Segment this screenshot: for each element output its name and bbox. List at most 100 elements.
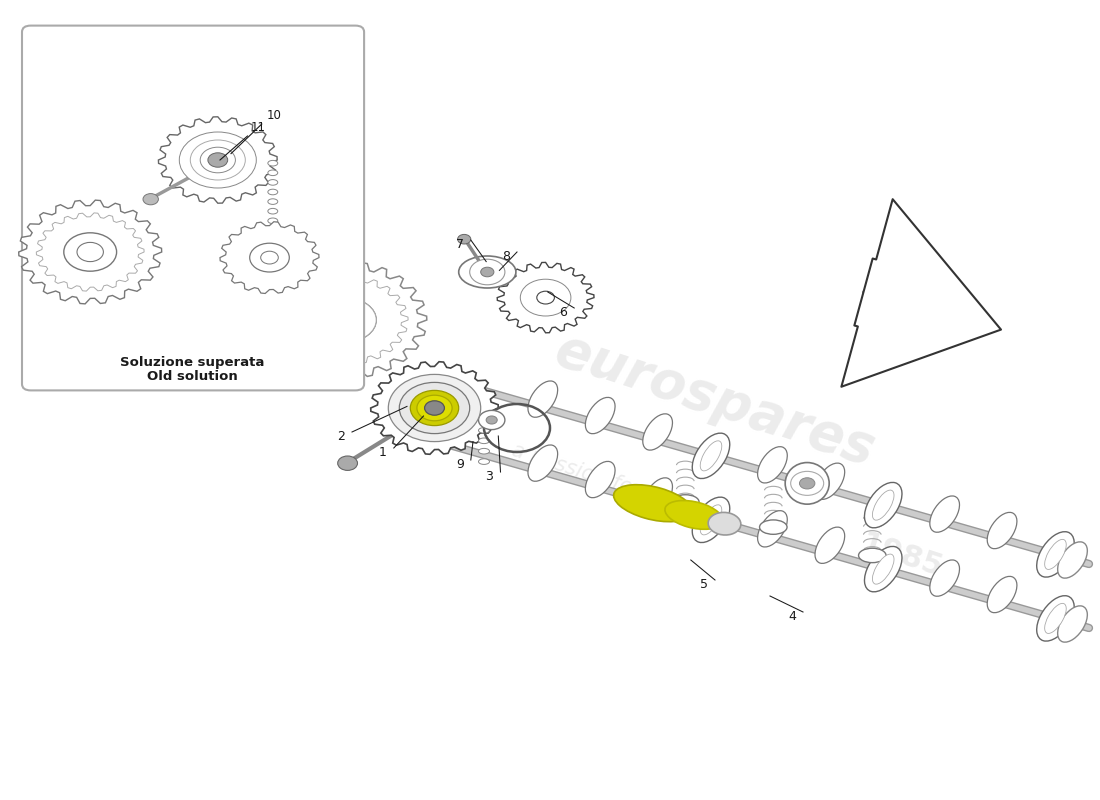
Ellipse shape [478,438,490,443]
Circle shape [425,401,444,415]
Circle shape [388,374,481,442]
Circle shape [481,267,494,277]
Text: 11: 11 [251,122,266,134]
Circle shape [417,395,452,421]
Ellipse shape [930,496,959,532]
Ellipse shape [692,433,729,478]
Polygon shape [285,275,408,365]
Ellipse shape [268,218,277,223]
Circle shape [64,233,117,271]
Circle shape [77,242,103,262]
Circle shape [791,471,824,495]
Ellipse shape [528,445,558,482]
Text: 1985: 1985 [857,529,947,583]
Ellipse shape [859,548,887,562]
Circle shape [520,279,571,316]
Ellipse shape [459,256,516,288]
Circle shape [478,410,505,430]
Ellipse shape [642,478,672,514]
Circle shape [317,298,376,342]
Ellipse shape [268,190,277,194]
Ellipse shape [759,520,786,534]
Circle shape [399,382,470,434]
Circle shape [486,416,497,424]
Ellipse shape [701,505,722,535]
Ellipse shape [268,209,277,214]
Text: 4: 4 [788,610,796,622]
Text: 7: 7 [455,238,464,250]
Circle shape [470,259,505,285]
Ellipse shape [1058,606,1087,642]
Ellipse shape [930,560,959,596]
Ellipse shape [1045,539,1066,570]
Polygon shape [497,262,594,333]
Ellipse shape [758,446,788,483]
Text: 6: 6 [559,306,568,318]
Text: 9: 9 [455,458,464,470]
Ellipse shape [268,170,277,175]
Text: Old solution: Old solution [147,370,238,382]
Text: 8: 8 [502,250,510,262]
Ellipse shape [478,427,490,434]
Circle shape [143,194,158,205]
Circle shape [196,144,240,176]
Text: 3: 3 [485,470,494,482]
Text: 1: 1 [378,446,387,458]
Circle shape [317,298,376,342]
Polygon shape [19,200,162,304]
Ellipse shape [758,510,788,547]
Circle shape [250,243,289,272]
Circle shape [190,140,245,180]
Ellipse shape [872,554,894,584]
Ellipse shape [872,490,894,520]
Circle shape [410,390,459,426]
Ellipse shape [585,398,615,434]
Polygon shape [158,117,277,203]
Circle shape [800,478,815,489]
Text: eurospares: eurospares [549,324,881,476]
Polygon shape [266,262,427,378]
Ellipse shape [987,512,1016,549]
Ellipse shape [865,546,902,592]
Ellipse shape [1036,596,1075,641]
Ellipse shape [585,462,615,498]
Circle shape [458,234,471,244]
Ellipse shape [1036,532,1075,577]
Ellipse shape [478,459,490,464]
Text: 10: 10 [266,109,282,122]
Circle shape [200,147,235,173]
Polygon shape [220,222,319,294]
Text: a passion for parts: a passion for parts [509,441,701,519]
Ellipse shape [642,414,672,450]
Ellipse shape [478,448,490,454]
Ellipse shape [701,441,722,471]
Ellipse shape [268,160,277,166]
FancyBboxPatch shape [22,26,364,390]
Circle shape [528,285,563,310]
Ellipse shape [664,501,723,530]
Circle shape [537,291,554,304]
Ellipse shape [815,463,845,499]
Ellipse shape [671,494,700,509]
Ellipse shape [708,512,741,535]
Ellipse shape [528,381,558,418]
Circle shape [208,153,228,167]
Ellipse shape [865,482,902,528]
Text: 5: 5 [700,578,708,590]
Ellipse shape [987,576,1016,613]
Ellipse shape [478,418,490,422]
Circle shape [338,456,358,470]
Polygon shape [371,362,498,454]
Ellipse shape [1045,603,1066,634]
Ellipse shape [815,527,845,563]
Circle shape [331,309,362,331]
Ellipse shape [785,462,829,504]
Ellipse shape [614,485,692,522]
Ellipse shape [1058,542,1087,578]
Ellipse shape [268,180,277,185]
Circle shape [261,251,278,264]
Text: Soluzione superata: Soluzione superata [120,356,265,369]
Ellipse shape [692,497,729,542]
Ellipse shape [268,199,277,204]
Polygon shape [36,213,144,291]
